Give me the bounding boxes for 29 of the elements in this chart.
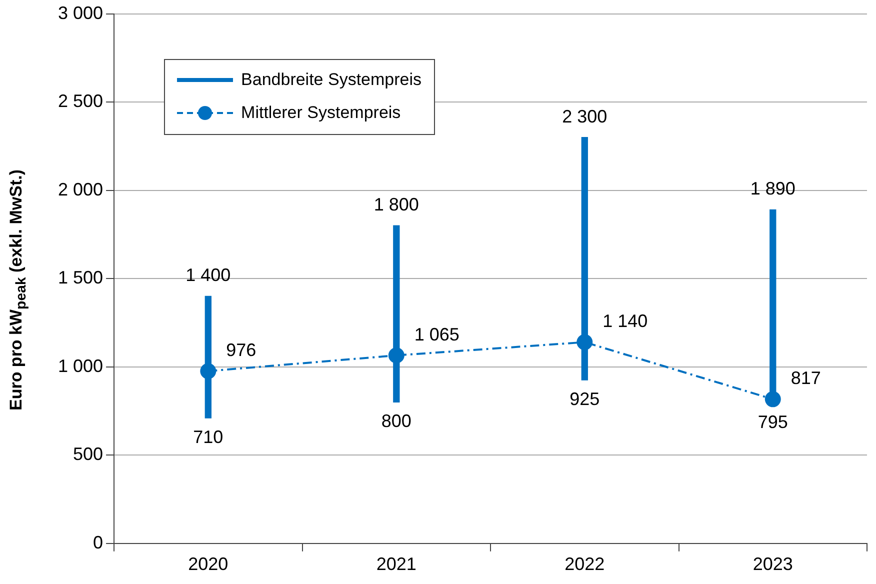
y-tick-label: 2 500 [58, 91, 104, 112]
point [576, 334, 593, 350]
y-tick-label: 2 000 [58, 179, 104, 200]
annotation: 795 [758, 412, 788, 432]
y-tick-label: 500 [72, 444, 104, 464]
data-label: 976 [226, 340, 256, 360]
legend-label: Mittlerer Systempreis [241, 103, 401, 124]
y-tick-label: 3 000 [58, 2, 104, 23]
annotation: 925 [570, 389, 600, 410]
x-tick-label: 2021 [376, 554, 416, 574]
x-tick-label: 2022 [564, 554, 605, 574]
y-tick-label: 1 500 [58, 268, 104, 288]
point [388, 347, 404, 364]
annotation: 710 [193, 427, 224, 448]
y-tick-label: 0 [93, 532, 104, 552]
x-tick-label: 2020 [188, 554, 228, 574]
annotation: 2 300 [562, 106, 608, 126]
x-tick-label: 2023 [752, 554, 793, 574]
legend-label: Bandbreite Systempreis [241, 70, 422, 90]
annotation: 800 [381, 411, 412, 432]
annotation: 1 400 [186, 265, 231, 286]
point [200, 363, 216, 380]
data-label: 1 065 [414, 324, 460, 344]
y-tick-label: 1 000 [58, 356, 104, 376]
data-label: 1 140 [602, 311, 648, 332]
annotation: 1 800 [374, 194, 419, 215]
point [764, 391, 781, 408]
annotation: 1 890 [750, 178, 796, 199]
data-label: 817 [790, 368, 821, 388]
